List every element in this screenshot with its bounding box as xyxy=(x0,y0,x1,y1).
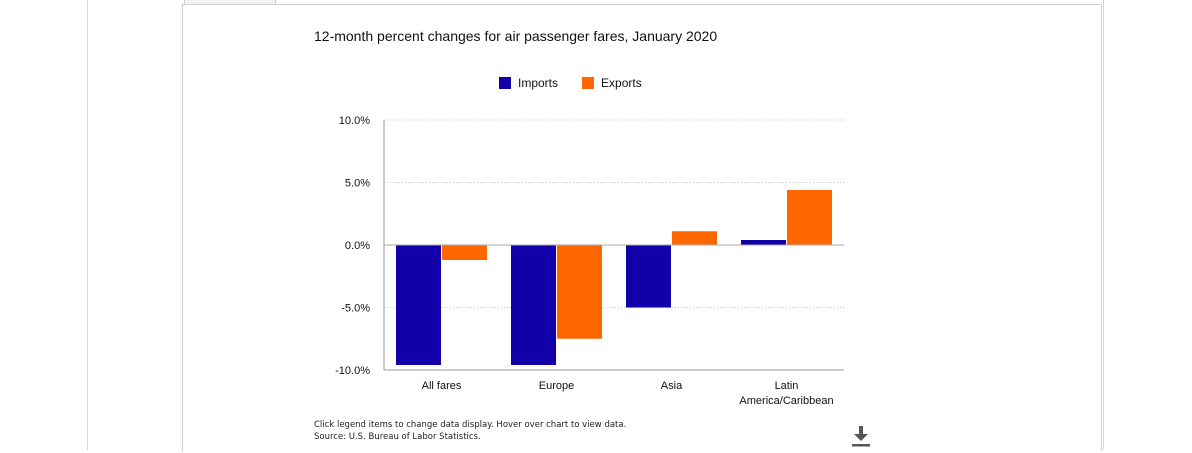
y-tick-label: -10.0% xyxy=(335,365,370,377)
y-tick-label: -5.0% xyxy=(341,303,370,315)
x-tick-label: Asia xyxy=(661,380,683,392)
page-right-rule xyxy=(1103,0,1104,450)
legend-label-exports: Exports xyxy=(601,76,642,90)
bar-exports-europe[interactable] xyxy=(557,245,602,339)
x-tick-label: Europe xyxy=(539,380,574,392)
bar-imports-latin-america-caribbean[interactable] xyxy=(741,240,786,245)
x-tick-label: Latin America/Caribbean xyxy=(739,380,833,407)
chart-panel xyxy=(182,4,1102,451)
chart-legend: Imports Exports xyxy=(499,76,666,90)
bar-exports-asia[interactable] xyxy=(672,231,717,245)
bar-imports-europe[interactable] xyxy=(511,245,556,365)
bar-exports-all-fares[interactable] xyxy=(442,245,487,260)
y-tick-label: 5.0% xyxy=(345,178,370,190)
legend-item-imports[interactable]: Imports xyxy=(499,76,558,90)
y-tick-label: 0.0% xyxy=(345,240,370,252)
footnote-instructions: Click legend items to change data displa… xyxy=(314,420,627,430)
legend-item-exports[interactable]: Exports xyxy=(582,76,642,90)
bar-imports-asia[interactable] xyxy=(626,245,671,308)
chart-title: 12-month percent changes for air passeng… xyxy=(314,28,718,44)
download-icon xyxy=(852,426,870,447)
y-tick-label: 10.0% xyxy=(339,115,370,127)
footnote-source: Source: U.S. Bureau of Labor Statistics. xyxy=(314,432,481,442)
panel-tab[interactable] xyxy=(184,0,276,5)
download-button[interactable] xyxy=(850,424,872,448)
bar-chart[interactable]: 10.0% 5.0% 0.0% -5.0% -10.0% All fares Europe A… xyxy=(300,108,860,408)
chart-footnote: Click legend items to change data displa… xyxy=(314,419,626,443)
legend-swatch-exports xyxy=(582,77,595,89)
x-tick-label: All fares xyxy=(422,380,462,392)
legend-swatch-imports xyxy=(499,77,511,89)
legend-label-imports: Imports xyxy=(518,76,559,90)
bar-exports-latin-america-caribbean[interactable] xyxy=(787,190,832,245)
page-left-rule xyxy=(87,0,88,450)
bar-imports-all-fares[interactable] xyxy=(396,245,441,365)
